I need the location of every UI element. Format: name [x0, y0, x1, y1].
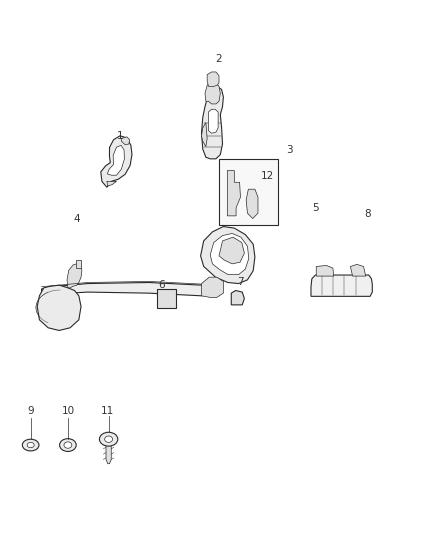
Text: 5: 5 — [312, 203, 319, 213]
Polygon shape — [76, 260, 81, 268]
Polygon shape — [210, 233, 249, 274]
Text: 2: 2 — [215, 54, 223, 64]
Polygon shape — [42, 282, 219, 296]
Polygon shape — [201, 86, 223, 159]
Polygon shape — [107, 146, 124, 175]
Polygon shape — [201, 277, 223, 297]
Polygon shape — [350, 264, 366, 276]
Polygon shape — [311, 275, 372, 296]
Text: 12: 12 — [261, 171, 274, 181]
Polygon shape — [101, 136, 132, 187]
Text: 8: 8 — [364, 208, 371, 219]
Text: 7: 7 — [237, 277, 244, 287]
Ellipse shape — [64, 442, 72, 448]
Ellipse shape — [99, 432, 118, 446]
Text: 6: 6 — [159, 280, 166, 290]
Polygon shape — [67, 264, 82, 288]
Polygon shape — [219, 237, 244, 264]
Text: 11: 11 — [101, 406, 114, 416]
FancyBboxPatch shape — [219, 159, 278, 225]
Ellipse shape — [60, 439, 76, 451]
Polygon shape — [246, 189, 258, 219]
Polygon shape — [107, 181, 117, 186]
Polygon shape — [231, 290, 244, 305]
Text: 3: 3 — [286, 144, 293, 155]
Text: 10: 10 — [61, 406, 74, 416]
Polygon shape — [106, 442, 111, 464]
Polygon shape — [207, 72, 219, 86]
Polygon shape — [227, 171, 240, 216]
Text: 1: 1 — [117, 131, 124, 141]
Polygon shape — [201, 227, 255, 284]
Polygon shape — [157, 289, 176, 308]
Polygon shape — [208, 109, 218, 133]
Text: 4: 4 — [73, 214, 80, 224]
Polygon shape — [316, 265, 334, 276]
Polygon shape — [37, 285, 81, 330]
Ellipse shape — [27, 442, 34, 448]
Ellipse shape — [105, 436, 113, 442]
Polygon shape — [121, 137, 130, 145]
Text: 9: 9 — [27, 406, 34, 416]
Ellipse shape — [22, 439, 39, 451]
Polygon shape — [201, 123, 207, 147]
Polygon shape — [205, 81, 220, 104]
